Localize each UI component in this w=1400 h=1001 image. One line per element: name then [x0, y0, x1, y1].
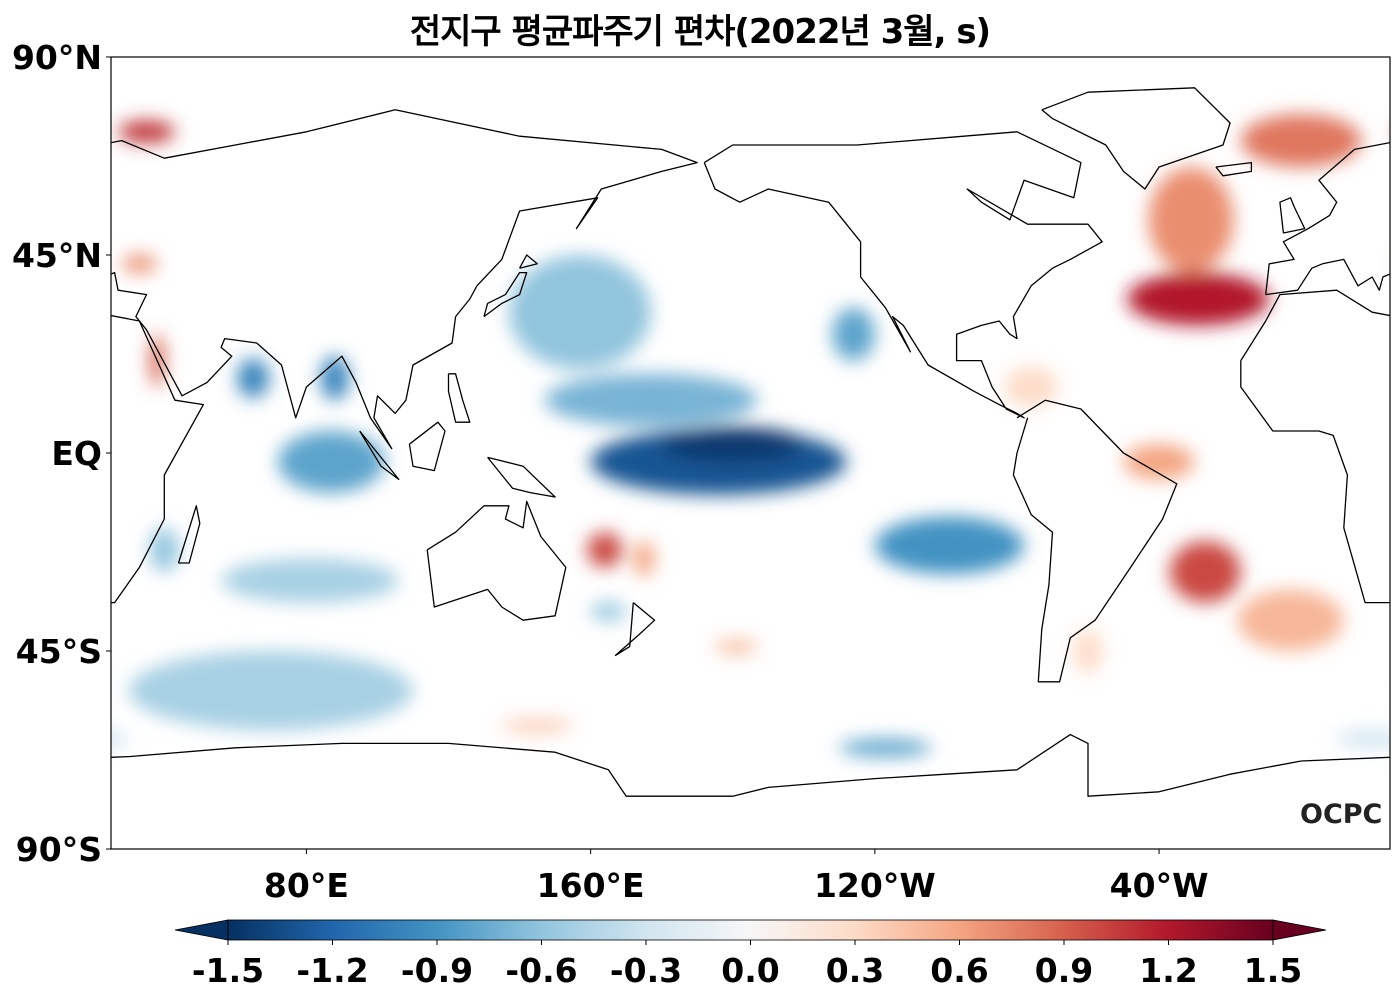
- coastline-nz: [614, 602, 656, 657]
- coastline-africa: [111, 314, 205, 604]
- anomaly-region: [1336, 730, 1390, 748]
- anomaly-region: [1237, 589, 1344, 651]
- anomaly-region: [237, 358, 270, 399]
- coastline-borneo: [408, 421, 446, 472]
- coastline-madagascar: [177, 505, 201, 564]
- anomaly-region: [1073, 629, 1103, 673]
- colorbar-tick-label: 0.3: [826, 951, 884, 990]
- coastline-antarctica: [111, 733, 1302, 797]
- coastline-samerica: [1012, 399, 1178, 683]
- anomaly-region: [508, 255, 652, 370]
- colorbar: -1.5 -1.2 -0.9 -0.6 -0.3 0.0 0.3 0.6 0.9 1.2 1.5: [174, 919, 1327, 990]
- lon-tick-label: 40°W: [1110, 866, 1209, 905]
- anomaly-region: [277, 431, 385, 493]
- axis-ticks: 90°N 45°N EQ 45°S 90°S 80°E 160°E 120°W 40°W: [12, 38, 1209, 905]
- coastline-australia: [426, 500, 567, 621]
- anomaly-region: [0, 114, 83, 167]
- lat-tick-label: 45°N: [12, 236, 102, 275]
- colorbar-tick-label: -0.6: [505, 951, 577, 990]
- lon-tick-label: 120°W: [814, 866, 936, 905]
- anomaly-region: [221, 558, 399, 603]
- lat-tick-label: 45°S: [16, 632, 102, 671]
- anomaly-region: [121, 254, 158, 273]
- coastline-uk: [1, 198, 26, 233]
- coastline-philippines: [447, 373, 471, 423]
- coastline-greenland: [1041, 87, 1231, 190]
- colorbar-extend-max: [1272, 919, 1327, 941]
- lat-tick-label: 90°S: [16, 830, 102, 869]
- anomaly-layer: [0, 114, 1390, 757]
- coastline-hokkaido: [519, 254, 538, 269]
- anomaly-region: [590, 602, 627, 621]
- colorbar-tick-label: 1.2: [1139, 951, 1197, 990]
- anomaly-region: [501, 719, 573, 733]
- anomaly-region: [839, 739, 932, 757]
- anomaly-region: [832, 307, 875, 361]
- colorbar-gradient: [227, 919, 1274, 941]
- coastline-namerica: [703, 131, 1103, 419]
- colorbar-tick-label: -1.5: [192, 951, 264, 990]
- map-title: 전지구 평균파주기 편차(2022년 3월, s): [409, 12, 991, 52]
- anomaly-region: [111, 731, 129, 747]
- ocpc-logo: OCPC: [1300, 799, 1382, 830]
- anomaly-region: [118, 120, 175, 143]
- colorbar-tick-label: -0.9: [401, 951, 473, 990]
- coastline-eurasia: [111, 109, 698, 450]
- anomaly-region: [633, 541, 655, 577]
- coastline-japan: [483, 271, 528, 318]
- anomaly-region: [1123, 444, 1195, 480]
- anomaly-region: [874, 516, 1025, 575]
- anomaly-region: [1148, 167, 1234, 273]
- coastline-iceland: [1215, 161, 1253, 177]
- coastline-sumatra: [359, 430, 400, 481]
- anomaly-region: [587, 532, 623, 568]
- colorbar-extend-min: [174, 919, 229, 941]
- coastline-africa: [1240, 289, 1390, 604]
- lon-tick-label: 80°E: [264, 866, 349, 905]
- coastline-newguinea: [487, 456, 556, 498]
- coastlines: [0, 87, 1390, 797]
- anomaly-region: [320, 356, 350, 401]
- coastline-uk: [1279, 197, 1306, 234]
- anomaly-region: [1169, 541, 1241, 603]
- anomaly-region: [1127, 272, 1270, 326]
- colorbar-tick-label: 0.9: [1035, 951, 1093, 990]
- anomaly-region: [150, 527, 179, 572]
- lon-tick-label: 160°E: [537, 866, 645, 905]
- colorbar-tick-label: 0.0: [721, 951, 779, 990]
- anomaly-region: [1004, 367, 1058, 407]
- colorbar-tick-label: 1.5: [1244, 951, 1302, 990]
- anomaly-region: [544, 373, 758, 427]
- anomaly-region: [128, 651, 413, 731]
- anomaly-region: [1240, 114, 1362, 167]
- colorbar-tick-label: -1.2: [296, 951, 368, 990]
- ocpc-logo-text: OCPC: [1300, 799, 1382, 830]
- anomaly-region: [661, 426, 804, 462]
- coastline-antarctica: [0, 735, 22, 797]
- anomaly-region: [714, 640, 758, 654]
- colorbar-tick-label: -0.3: [610, 951, 682, 990]
- colorbar-tick-label: 0.6: [930, 951, 988, 990]
- lat-tick-label: 90°N: [12, 38, 102, 77]
- lat-tick-label: EQ: [51, 434, 102, 473]
